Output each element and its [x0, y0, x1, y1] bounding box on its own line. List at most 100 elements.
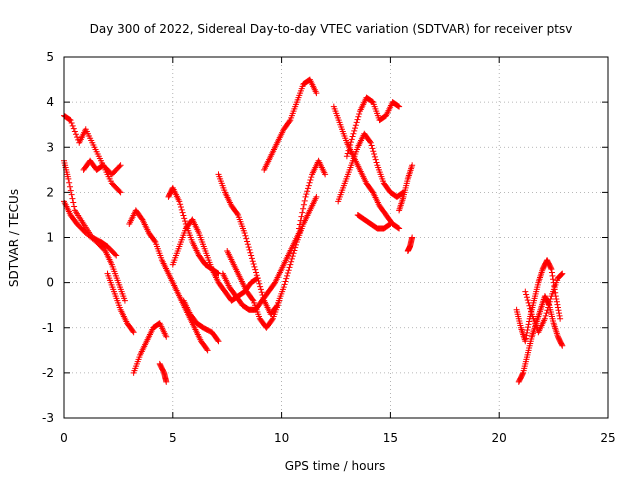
data-point [526, 302, 533, 309]
data-point [177, 201, 184, 208]
x-tick-label: 10 [274, 431, 289, 445]
y-tick-label: 4 [46, 95, 54, 109]
data-point [252, 266, 259, 273]
data-point [557, 315, 564, 322]
data-point [215, 338, 222, 345]
data-point [285, 267, 292, 274]
y-tick-label: 3 [46, 140, 54, 154]
data-point [547, 264, 554, 271]
data-point [66, 179, 73, 186]
data-point [352, 125, 359, 132]
data-point [409, 162, 416, 169]
data-point [554, 301, 561, 308]
data-point [296, 221, 303, 228]
series-trace-s [343, 94, 403, 160]
data-point [354, 116, 361, 123]
y-tick-label: 0 [46, 276, 54, 290]
data-point [558, 271, 565, 278]
series-trace-k [180, 297, 222, 345]
data-point [554, 304, 561, 311]
data-point [555, 307, 562, 314]
data-point [182, 218, 189, 225]
data-point [301, 197, 308, 204]
data-point [527, 305, 534, 312]
data-point [176, 198, 183, 205]
series-trace-g [130, 320, 170, 376]
data-point [526, 318, 533, 325]
data-point [257, 286, 264, 293]
data-point [298, 213, 305, 220]
data-point [112, 251, 119, 258]
data-point [288, 255, 295, 262]
data-point [178, 206, 185, 213]
data-point [251, 263, 258, 270]
data-point [352, 122, 359, 129]
data-point [353, 119, 360, 126]
data-point [244, 241, 251, 248]
data-point [302, 193, 309, 200]
data-point [179, 209, 186, 216]
data-point [249, 296, 256, 303]
data-point [253, 269, 260, 276]
data-point [70, 199, 77, 206]
chart-title: Day 300 of 2022, Sidereal Day-to-day VTE… [90, 22, 573, 36]
data-point [300, 201, 307, 208]
data-point [371, 153, 378, 160]
data-point [550, 276, 557, 283]
data-point [409, 234, 416, 241]
data-point [525, 299, 532, 306]
data-point [130, 329, 137, 336]
data-point [350, 130, 357, 137]
data-point [305, 182, 312, 189]
data-point [373, 159, 380, 166]
data-point [67, 187, 74, 194]
series-trace-e [104, 270, 137, 336]
data-point [180, 212, 187, 219]
data-point [548, 266, 555, 273]
data-point [181, 215, 188, 222]
x-tick-label: 20 [492, 431, 507, 445]
data-point [313, 193, 320, 200]
data-point [129, 328, 136, 335]
series-trace-h [156, 360, 170, 385]
data-point [522, 288, 529, 295]
data-point [282, 278, 289, 285]
data-point [249, 258, 256, 265]
data-point [68, 119, 75, 126]
data-point [254, 275, 261, 282]
data-point [528, 308, 535, 315]
x-tick-label: 15 [383, 431, 398, 445]
data-point [296, 225, 303, 232]
data-point [284, 270, 291, 277]
series-trace-t [354, 211, 394, 232]
data-point [66, 183, 73, 190]
y-tick-label: 1 [46, 231, 54, 245]
data-point [548, 269, 555, 276]
series-trace-v [404, 234, 416, 255]
data-point [276, 297, 283, 304]
series-trace-a [61, 112, 124, 196]
data-point [355, 113, 362, 120]
data-point [544, 307, 551, 314]
data-point [67, 117, 74, 124]
data-point [163, 378, 170, 385]
data-point [74, 134, 81, 141]
data-point [69, 122, 76, 129]
data-point [395, 103, 402, 110]
data-point [248, 255, 255, 262]
series-trace-u [396, 162, 416, 214]
data-point [396, 103, 403, 110]
data-point [113, 252, 120, 259]
data-point [395, 224, 402, 231]
data-point [247, 249, 254, 256]
data-point [245, 244, 252, 251]
data-point [256, 280, 263, 287]
data-point [116, 163, 123, 170]
data-point [248, 252, 255, 259]
data-point [545, 304, 552, 311]
data-point [255, 277, 262, 284]
data-point [371, 151, 378, 158]
data-point [204, 347, 211, 354]
data-point [71, 128, 78, 135]
